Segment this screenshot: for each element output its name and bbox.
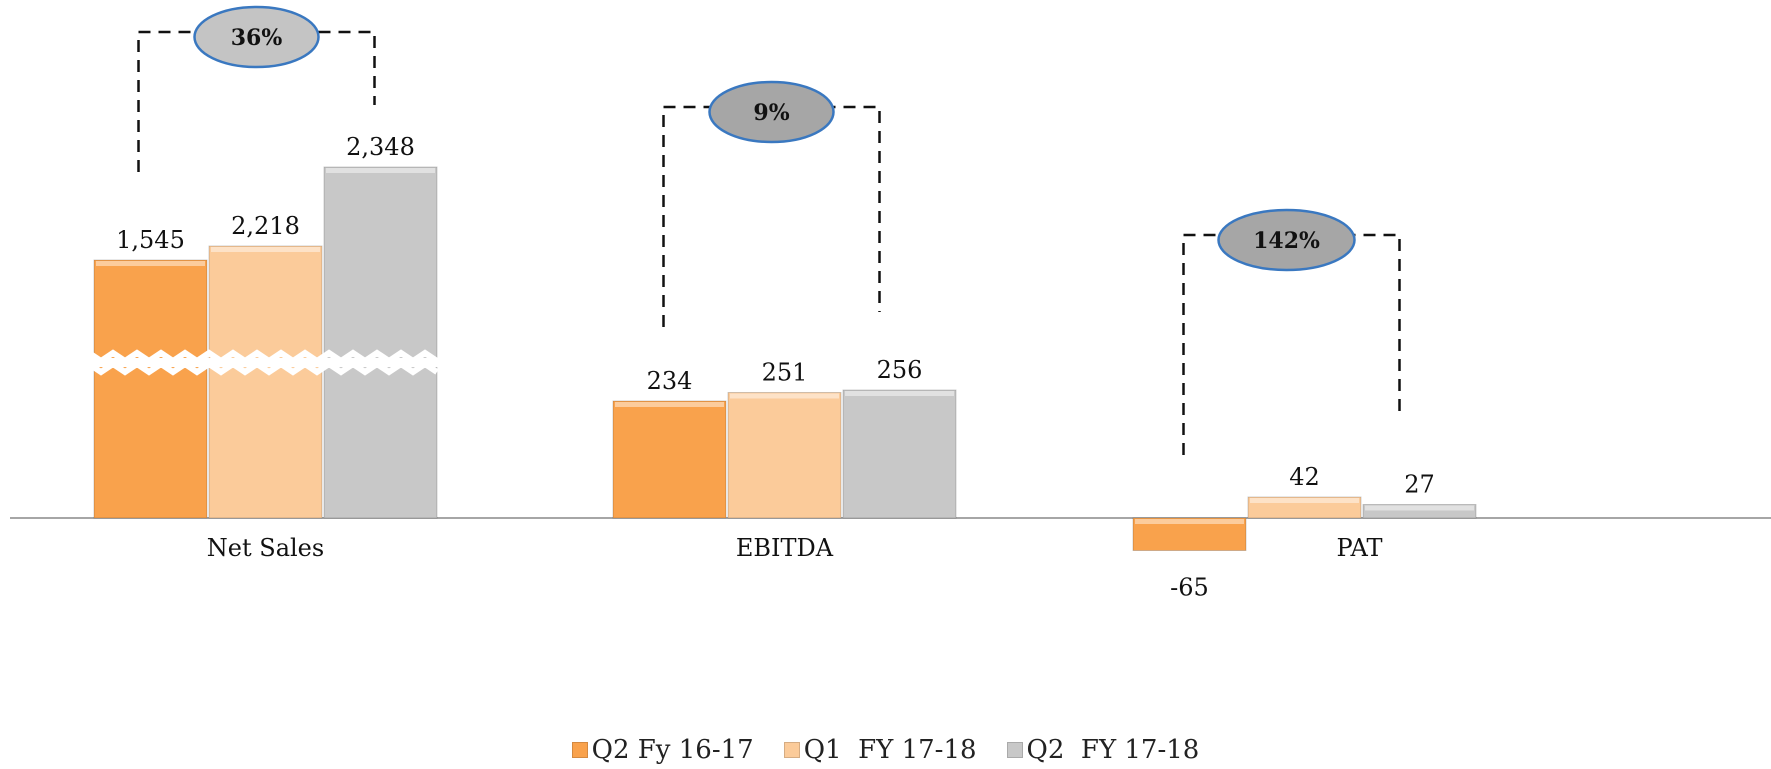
data-label-ebitda-0: 234	[647, 367, 693, 395]
axis-break-band	[89, 358, 442, 367]
growth-bracket-net-sales	[137, 30, 376, 172]
data-label-pat-1: 42	[1289, 463, 1320, 491]
bar-net-sales-q2-fy-16-17	[93, 259, 208, 519]
bar-highlight-pat-1	[1250, 498, 1359, 503]
growth-ellipse-net-sales	[193, 5, 320, 69]
data-label-pat-0: -65	[1170, 574, 1209, 602]
bar-highlight-net-sales-0	[96, 261, 205, 266]
data-label-net-sales-0: 1,545	[116, 226, 185, 254]
legend-swatch-q1-fy17-18	[783, 742, 800, 758]
bar-highlight-ebitda-1	[730, 393, 839, 399]
bar-net-sales-q2-fy-17-18	[323, 166, 438, 519]
category-label-pat: PAT	[1337, 534, 1383, 562]
bar-pat-q1-fy-17-18	[1247, 496, 1362, 519]
axis-break-top	[87, 349, 439, 365]
bar-pat-q2-fy-16-17	[1132, 517, 1247, 551]
bar-highlight-net-sales-1	[211, 247, 320, 252]
bar-ebitda-q1-fy-17-18	[727, 392, 842, 519]
legend-label-q2-fy16-17: Q2 Fy 16-17	[591, 735, 754, 765]
bar-pat-q2-fy-17-18	[1362, 504, 1477, 519]
bar-highlight-pat-2	[1365, 505, 1474, 511]
data-label-pat-2: 27	[1404, 471, 1435, 499]
growth-label-pat: 142%	[1253, 228, 1320, 254]
growth-ellipse-ebitda	[708, 80, 835, 144]
data-label-ebitda-1: 251	[762, 359, 808, 387]
legend-item-q1-fy17-18: Q1 FY 17-18	[783, 735, 977, 765]
growth-label-ebitda: 9%	[753, 100, 789, 126]
bar-ebitda-q2-fy-17-18	[842, 389, 957, 519]
bar-highlight-pat-0	[1135, 519, 1244, 524]
axis-break-bottom	[87, 360, 439, 376]
growth-ellipse-pat	[1217, 208, 1356, 272]
growth-label-net-sales: 36%	[231, 25, 283, 51]
legend-label-q2-fy17-18: Q2 FY 17-18	[1026, 735, 1200, 765]
data-label-net-sales-1: 2,218	[231, 212, 300, 240]
category-label-ebitda: EBITDA	[736, 534, 834, 562]
bar-highlight-ebitda-2	[845, 391, 954, 396]
legend: Q2 Fy 16-17 Q1 FY 17-18 Q2 FY 17-18	[0, 735, 1771, 765]
category-label-net-sales: Net Sales	[207, 534, 324, 562]
bar-highlight-ebitda-0	[615, 402, 724, 407]
legend-item-q2-fy17-18: Q2 FY 17-18	[1006, 735, 1200, 765]
data-label-net-sales-2: 2,348	[346, 133, 415, 161]
data-label-ebitda-2: 256	[877, 356, 923, 384]
legend-swatch-q2-fy16-17	[571, 742, 588, 758]
bar-net-sales-q1-fy-17-18	[208, 245, 323, 519]
bar-highlight-net-sales-2	[326, 168, 435, 173]
legend-swatch-q2-fy17-18	[1006, 742, 1023, 758]
bar-ebitda-q2-fy-16-17	[612, 400, 727, 519]
legend-item-q2-fy16-17: Q2 Fy 16-17	[571, 735, 754, 765]
legend-label-q1-fy17-18: Q1 FY 17-18	[803, 735, 977, 765]
